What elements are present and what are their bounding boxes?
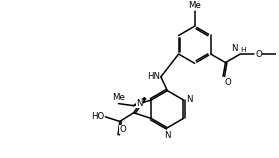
- Text: H: H: [240, 47, 246, 53]
- Text: Me: Me: [188, 1, 201, 10]
- Text: O: O: [256, 50, 262, 59]
- Text: N: N: [186, 95, 193, 104]
- Text: O: O: [119, 125, 126, 134]
- Text: N: N: [136, 99, 143, 108]
- Text: O: O: [224, 78, 231, 87]
- Text: HN: HN: [147, 72, 160, 81]
- Text: HO: HO: [91, 112, 104, 121]
- Text: Me: Me: [112, 93, 125, 102]
- Text: N: N: [231, 44, 238, 53]
- Text: N: N: [164, 131, 170, 140]
